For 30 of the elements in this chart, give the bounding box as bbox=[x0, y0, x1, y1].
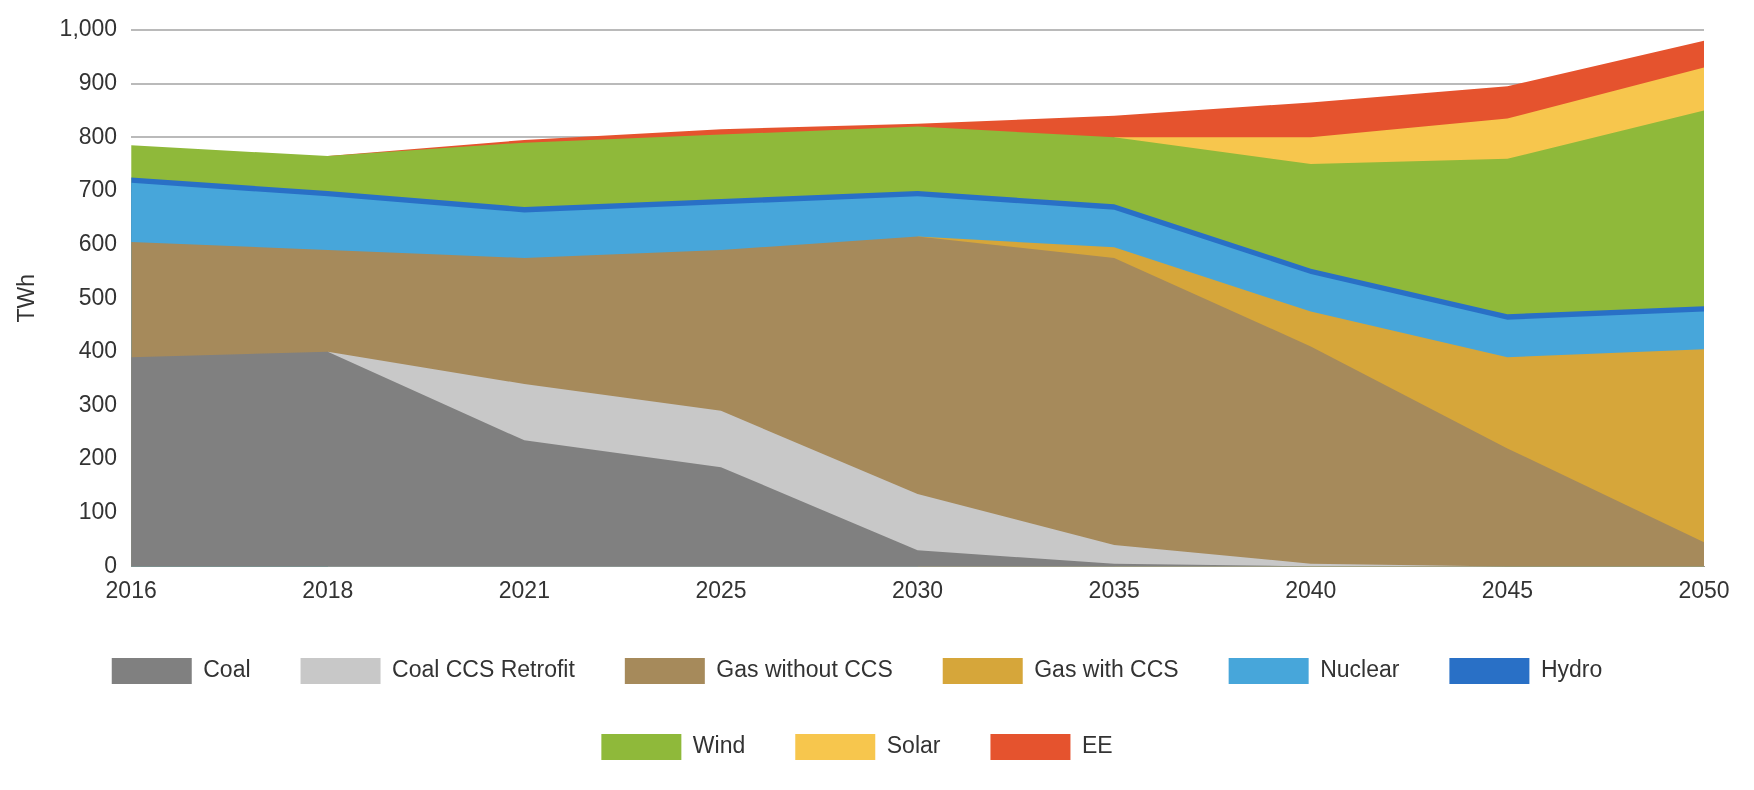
y-tick-label: 400 bbox=[78, 337, 118, 364]
x-tick-label: 2018 bbox=[302, 576, 354, 603]
x-tick-label: 2016 bbox=[105, 576, 157, 603]
x-tick-label: 2035 bbox=[1088, 576, 1140, 603]
x-tick-label: 2021 bbox=[498, 576, 550, 603]
legend-label: Gas without CCS bbox=[716, 656, 893, 683]
y-tick-label: 1,000 bbox=[59, 15, 118, 42]
y-tick-label: 0 bbox=[104, 551, 118, 578]
legend-label: EE bbox=[1081, 732, 1113, 759]
y-tick-label: 900 bbox=[78, 68, 118, 95]
y-axis-title: TWh bbox=[13, 273, 40, 323]
legend-label: Hydro bbox=[1540, 656, 1603, 683]
y-tick-label: 800 bbox=[78, 122, 118, 149]
legend-label: Wind bbox=[692, 732, 746, 759]
x-tick-label: 2030 bbox=[891, 576, 944, 603]
legend-label: Solar bbox=[886, 732, 941, 759]
y-tick-label: 600 bbox=[78, 229, 118, 256]
y-tick-label: 700 bbox=[78, 176, 118, 203]
y-tick-label: 100 bbox=[78, 498, 118, 525]
legend-label: Coal bbox=[203, 656, 251, 683]
y-tick-label: 300 bbox=[78, 390, 118, 417]
legend-label: Nuclear bbox=[1320, 656, 1400, 683]
x-tick-label: 2040 bbox=[1285, 576, 1337, 603]
x-tick-label: 2050 bbox=[1678, 576, 1730, 603]
y-tick-label: 500 bbox=[78, 283, 118, 310]
legend-label: Gas with CCS bbox=[1034, 656, 1179, 683]
x-tick-label: 2045 bbox=[1481, 576, 1533, 603]
legend-label: Coal CCS Retrofit bbox=[392, 656, 576, 683]
x-tick-label: 2025 bbox=[695, 576, 747, 603]
y-tick-label: 200 bbox=[78, 444, 118, 471]
